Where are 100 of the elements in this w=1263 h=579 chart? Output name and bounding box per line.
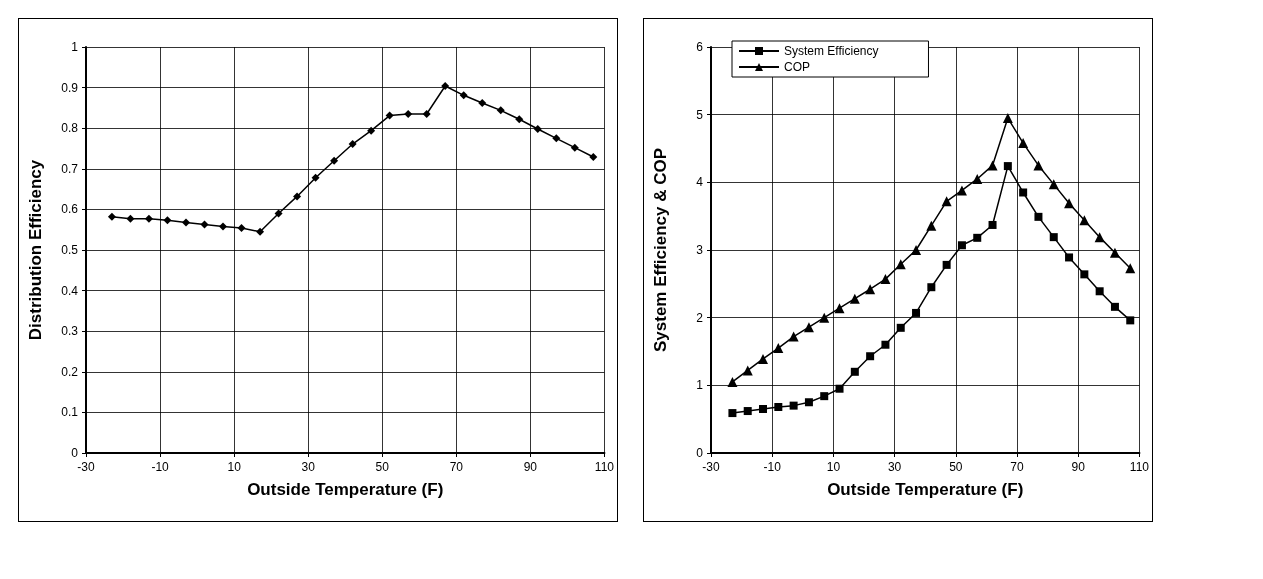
point: [1095, 287, 1104, 296]
y-tick-label: 0.9: [61, 80, 79, 95]
point: [256, 227, 265, 236]
x-tick-label: -30: [702, 460, 720, 474]
y-tick-label: 5: [696, 107, 704, 122]
point: [274, 209, 283, 218]
point: [1079, 215, 1090, 226]
point: [728, 409, 737, 418]
x-tick-label: 50: [949, 460, 963, 474]
point: [367, 126, 376, 135]
point: [570, 143, 579, 152]
point: [1033, 160, 1044, 171]
point: [941, 196, 952, 207]
x-tick-label: -10: [763, 460, 782, 474]
point: [496, 106, 505, 115]
point: [181, 218, 190, 227]
y-tick-label: 0.8: [61, 121, 79, 136]
x-axis-title: Outside Temperature (F): [247, 480, 444, 499]
point: [803, 322, 814, 333]
point: [1048, 179, 1059, 190]
y-axis-title: System Efficiency & COP: [651, 147, 670, 353]
point: [478, 99, 487, 108]
x-tick-label: -30: [77, 460, 95, 474]
y-tick-label: 0.2: [61, 364, 79, 379]
point: [1049, 233, 1058, 242]
point: [1126, 316, 1135, 325]
point: [743, 407, 752, 416]
point: [758, 353, 769, 364]
point: [881, 340, 890, 349]
point: [896, 323, 905, 332]
point: [911, 245, 922, 255]
point: [422, 109, 431, 118]
y-tick-label: 0: [696, 446, 704, 460]
y-tick-label: 0.3: [61, 324, 79, 339]
point: [912, 308, 921, 317]
x-tick-label: 30: [301, 460, 316, 474]
point: [515, 115, 524, 124]
x-tick-label: 110: [1129, 460, 1150, 474]
point: [107, 212, 116, 221]
y-tick-label: 0.4: [61, 283, 79, 298]
point: [1019, 188, 1028, 197]
point: [1002, 113, 1013, 124]
y-tick-label: 2: [696, 310, 704, 325]
point: [895, 259, 906, 270]
point: [956, 185, 967, 196]
x-tick-label: 90: [1071, 460, 1086, 474]
point: [1018, 138, 1029, 149]
y-tick-label: 0.5: [61, 243, 79, 257]
point: [293, 192, 302, 201]
point: [1109, 247, 1120, 258]
x-tick-label: 10: [227, 460, 242, 474]
point: [144, 214, 153, 223]
point: [865, 284, 876, 295]
point: [926, 220, 937, 231]
x-tick-label: -10: [151, 460, 170, 474]
y-tick-label: 0.7: [61, 161, 79, 176]
point: [972, 173, 983, 184]
point: [820, 392, 829, 401]
point: [589, 153, 598, 162]
point: [835, 384, 844, 393]
point: [1034, 212, 1043, 221]
point: [849, 293, 860, 304]
point: [819, 312, 830, 323]
point: [773, 343, 784, 354]
point: [727, 376, 738, 387]
point: [385, 111, 394, 120]
x-tick-label: 30: [887, 460, 902, 474]
y-tick-label: 6: [696, 40, 704, 54]
x-tick-label: 90: [523, 460, 538, 474]
y-tick-label: 0.6: [61, 202, 79, 217]
legend-label: COP: [784, 60, 811, 74]
y-tick-label: 4: [696, 175, 704, 190]
point: [459, 91, 468, 100]
point: [759, 405, 768, 414]
x-tick-label: 10: [826, 460, 841, 474]
point: [789, 401, 798, 410]
point: [1094, 232, 1105, 243]
x-tick-label: 50: [375, 460, 390, 474]
point: [742, 365, 753, 376]
point: [1065, 253, 1074, 262]
point: [957, 241, 966, 250]
point: [1080, 270, 1089, 279]
point: [404, 109, 413, 118]
point: [330, 156, 339, 165]
point: [1003, 162, 1012, 171]
point: [348, 140, 357, 149]
point: [1064, 198, 1075, 209]
y-tick-label: 0.1: [61, 405, 79, 420]
point: [880, 274, 891, 285]
point: [834, 303, 845, 314]
legend-label: System Efficiency: [784, 44, 879, 58]
x-tick-label: 70: [1010, 460, 1025, 474]
point: [942, 260, 951, 269]
point: [126, 214, 135, 223]
point: [311, 173, 320, 182]
point: [219, 222, 228, 231]
point: [973, 233, 982, 242]
point: [163, 216, 172, 225]
y-axis-title: Distribution Efficiency: [26, 159, 45, 341]
y-tick-label: 0: [71, 446, 79, 460]
